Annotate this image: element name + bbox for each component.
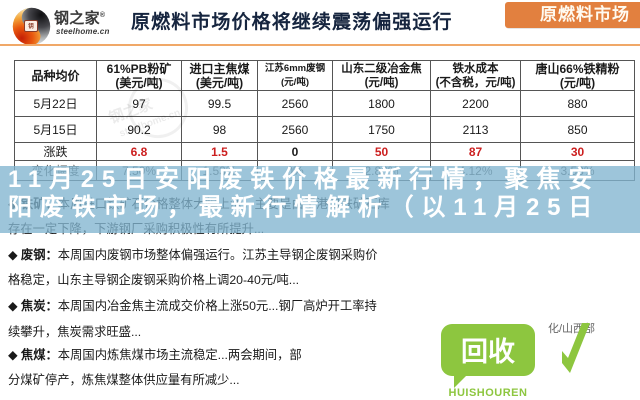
svg-text:回收: 回收 xyxy=(461,337,515,367)
svg-text:HUISHOUREN: HUISHOUREN xyxy=(449,387,528,399)
